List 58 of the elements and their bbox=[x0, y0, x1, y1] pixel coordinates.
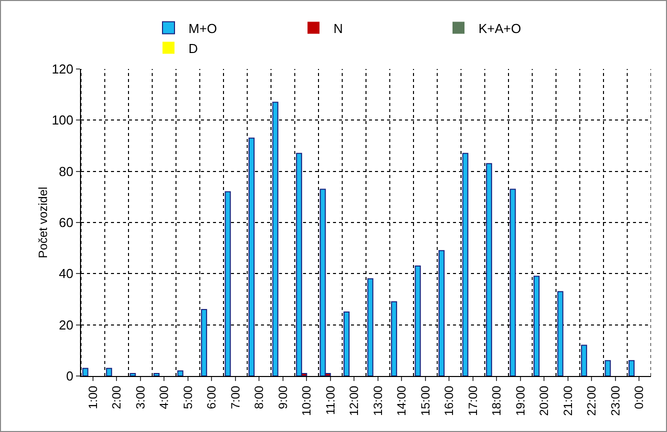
y-tick-label: 0 bbox=[66, 368, 74, 384]
x-tick-label: 21:00 bbox=[560, 385, 575, 416]
x-tick-label: 15:00 bbox=[418, 385, 432, 416]
y-tick-label: 120 bbox=[52, 62, 74, 77]
y-tick-label: 100 bbox=[52, 112, 74, 128]
bar bbox=[557, 291, 564, 376]
x-tick-label: 14:00 bbox=[394, 385, 409, 416]
bar bbox=[510, 188, 516, 376]
x-tick-label: 4:00 bbox=[157, 385, 172, 410]
y-tick-label: 40 bbox=[58, 266, 74, 282]
bar bbox=[604, 360, 611, 376]
bar bbox=[534, 276, 540, 376]
x-tick-label: 13:00 bbox=[370, 385, 385, 416]
x-tick-label: 12:00 bbox=[347, 385, 362, 416]
bar bbox=[224, 191, 231, 376]
bar bbox=[106, 368, 112, 376]
bar bbox=[272, 102, 278, 376]
x-tick-label: 2:00 bbox=[110, 385, 124, 410]
bar bbox=[248, 138, 255, 376]
legend-label: N bbox=[334, 20, 343, 36]
bar bbox=[628, 360, 635, 376]
bar bbox=[130, 372, 136, 376]
y-axis-title: Počet vozidel bbox=[36, 186, 50, 258]
bar bbox=[486, 163, 492, 376]
bar bbox=[177, 370, 184, 376]
legend-label: D bbox=[188, 40, 198, 56]
bar bbox=[367, 278, 374, 376]
bar bbox=[462, 152, 468, 376]
x-tick-label: 7:00 bbox=[228, 385, 242, 410]
x-tick-label: 23:00 bbox=[608, 385, 622, 416]
x-tick-label: 8:00 bbox=[252, 385, 266, 410]
x-tick-label: 20:00 bbox=[537, 385, 552, 416]
y-tick-label: 80 bbox=[58, 164, 74, 179]
legend-label: M+O bbox=[188, 20, 218, 36]
bar bbox=[344, 312, 350, 376]
legend-label: K+A+O bbox=[478, 20, 522, 36]
x-tick-label: 6:00 bbox=[204, 385, 219, 410]
x-tick-label: 0:00 bbox=[632, 385, 646, 410]
bar bbox=[201, 308, 208, 376]
x-tick-label: 3:00 bbox=[133, 385, 148, 410]
x-tick-label: 1:00 bbox=[86, 385, 100, 410]
bar bbox=[581, 344, 588, 376]
y-tick-label: 20 bbox=[58, 317, 74, 332]
bar bbox=[391, 301, 398, 376]
x-tick-label: 5:00 bbox=[180, 385, 195, 410]
x-tick-label: 17:00 bbox=[466, 385, 480, 416]
x-tick-label: 9:00 bbox=[276, 385, 290, 410]
x-tick-label: 11:00 bbox=[323, 385, 338, 415]
bar bbox=[414, 265, 421, 376]
x-tick-label: 16:00 bbox=[442, 385, 456, 416]
x-tick-label: 18:00 bbox=[490, 385, 504, 416]
x-tick-label: 19:00 bbox=[513, 385, 528, 416]
x-tick-label: 10:00 bbox=[300, 385, 314, 416]
bar bbox=[82, 368, 88, 376]
bar bbox=[438, 250, 445, 376]
x-tick-label: 22:00 bbox=[584, 385, 599, 416]
bar bbox=[154, 372, 160, 376]
y-tick-label: 60 bbox=[58, 215, 74, 230]
